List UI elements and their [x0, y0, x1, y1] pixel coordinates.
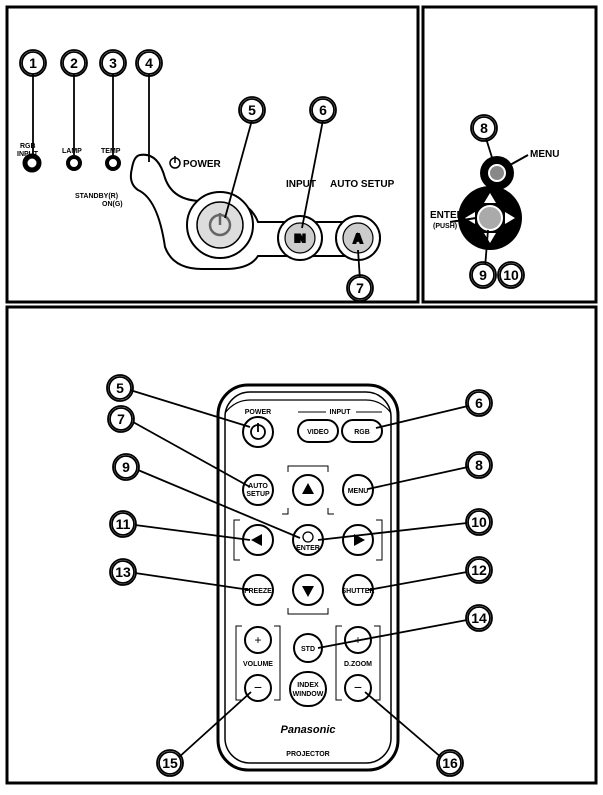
remote-dzoom-label: D.ZOOM [344, 661, 372, 668]
callout-6a: 6 [319, 102, 327, 118]
callout-16: 16 [442, 755, 458, 771]
remote-input-label: INPUT [330, 409, 352, 416]
callout-8a: 8 [480, 120, 488, 136]
remote-index-label1: INDEX [297, 682, 319, 689]
callout-5b: 5 [116, 380, 124, 396]
push-label: (PUSH) [433, 223, 457, 230]
callout-7b: 7 [117, 411, 125, 427]
power-label: POWER [183, 159, 222, 170]
rgb-input-label: RGB INPUT [17, 143, 39, 158]
callout-9a: 9 [479, 267, 487, 283]
svg-text:−: − [354, 679, 362, 695]
panel-top-right [423, 7, 596, 302]
callout-6b: 6 [475, 395, 483, 411]
svg-text:+: + [254, 633, 261, 647]
callout-15: 15 [162, 755, 178, 771]
menu-button [489, 165, 505, 181]
remote-brand: Panasonic [280, 724, 335, 736]
callout-13: 13 [115, 564, 131, 580]
callout-2: 2 [70, 55, 78, 71]
menu-label: MENU [530, 149, 559, 160]
svg-text:A: A [353, 231, 363, 246]
power-glyph [170, 156, 180, 168]
remote-std-label: STD [301, 646, 315, 653]
diagram-root: RGB INPUT LAMP TEMP IN A [0, 0, 603, 790]
lamp-led [68, 157, 80, 169]
callout-4: 4 [145, 55, 153, 71]
remote-video-label: VIDEO [307, 429, 329, 436]
callout-12: 12 [471, 562, 487, 578]
temp-label: TEMP [101, 148, 121, 155]
remote-power-label: POWER [245, 409, 271, 416]
callout-1: 1 [29, 55, 37, 71]
callout-9b: 9 [122, 459, 130, 475]
callout-10a: 10 [503, 267, 519, 283]
callout-10b: 10 [471, 514, 487, 530]
projector-panel: RGB INPUT LAMP TEMP IN A [17, 50, 395, 301]
rgb-input-led [25, 156, 39, 170]
svg-text:−: − [254, 679, 262, 695]
callout-5a: 5 [248, 102, 256, 118]
callout-3: 3 [109, 55, 117, 71]
svg-text:IN: IN [295, 233, 306, 245]
callout-7a: 7 [356, 280, 364, 296]
remote-auto-setup-label1: AUTO [248, 483, 268, 490]
lamp-label: LAMP [62, 148, 82, 155]
remote-volume-label: VOLUME [243, 661, 273, 668]
standby-label: STANDBY(R) ON(G) [75, 193, 123, 208]
temp-led [107, 157, 119, 169]
nav-panel: MENU ENTER (PUSH) 8 9 10 [430, 115, 559, 288]
enter-button [478, 206, 502, 230]
remote-rgb-label: RGB [354, 429, 370, 436]
enter-label: ENTER [430, 210, 465, 221]
remote-projector-label: PROJECTOR [286, 751, 329, 758]
control-cluster: IN A [131, 155, 380, 269]
auto-setup-label: AUTO SETUP [330, 179, 395, 190]
remote-enter-label: ENTER [296, 545, 320, 552]
callout-14: 14 [471, 610, 487, 626]
callout-8b: 8 [475, 457, 483, 473]
remote-auto-setup-label2: SETUP [246, 491, 270, 498]
remote-panel: POWER INPUT VIDEO RGB AUTO SETUP MENU EN… [107, 375, 492, 776]
callout-11: 11 [116, 516, 131, 532]
remote-menu-label: MENU [348, 488, 369, 495]
remote-index-label2: WINDOW [293, 691, 324, 698]
diagram-svg: RGB INPUT LAMP TEMP IN A [0, 0, 603, 790]
